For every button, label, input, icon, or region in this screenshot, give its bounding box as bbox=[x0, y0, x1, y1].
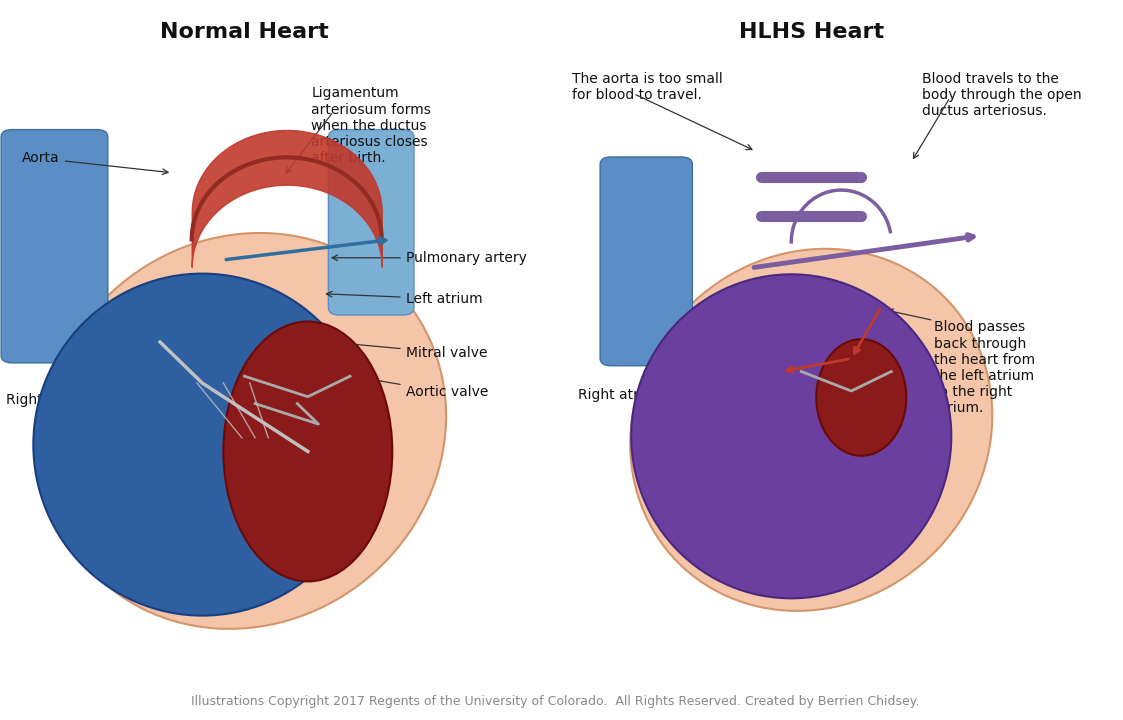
Text: Right ventricle: Right ventricle bbox=[773, 554, 874, 569]
Text: HLHS Heart: HLHS Heart bbox=[739, 22, 884, 42]
Text: Aorta: Aorta bbox=[22, 151, 168, 174]
Ellipse shape bbox=[630, 249, 993, 611]
Ellipse shape bbox=[631, 274, 951, 598]
Text: Right atrium: Right atrium bbox=[6, 381, 124, 407]
Text: Aortic valve: Aortic valve bbox=[304, 366, 489, 400]
Ellipse shape bbox=[223, 321, 392, 582]
Text: Left
ventricle: Left ventricle bbox=[779, 429, 838, 456]
Text: Illustrations Copyright 2017 Regents of the University of Colorado.  All Rights : Illustrations Copyright 2017 Regents of … bbox=[192, 696, 920, 708]
Text: Pulmonary artery: Pulmonary artery bbox=[332, 251, 527, 265]
Text: Ligamentum
arteriosum forms
when the ductus
arteriosus closes
after birth.: Ligamentum arteriosum forms when the duc… bbox=[311, 86, 431, 165]
Ellipse shape bbox=[816, 339, 906, 456]
Text: Left ventricle: Left ventricle bbox=[217, 515, 308, 529]
FancyBboxPatch shape bbox=[328, 130, 414, 315]
Ellipse shape bbox=[43, 233, 446, 629]
Text: The aorta is too small
for blood to travel.: The aorta is too small for blood to trav… bbox=[573, 72, 723, 102]
Text: Right atrium: Right atrium bbox=[578, 374, 719, 402]
Text: Left atrium: Left atrium bbox=[327, 292, 482, 306]
Text: Blood passes
back through
the heart from
the left atrium
to the right
atrium.: Blood passes back through the heart from… bbox=[933, 320, 1034, 415]
Text: Normal Heart: Normal Heart bbox=[161, 22, 329, 42]
Text: Right ventricle: Right ventricle bbox=[83, 562, 185, 576]
FancyBboxPatch shape bbox=[1, 130, 108, 363]
Text: Blood travels to the
body through the open
ductus arteriosus.: Blood travels to the body through the op… bbox=[922, 72, 1083, 118]
Text: Mitral valve: Mitral valve bbox=[310, 338, 487, 360]
FancyBboxPatch shape bbox=[600, 157, 693, 366]
Ellipse shape bbox=[34, 274, 372, 616]
